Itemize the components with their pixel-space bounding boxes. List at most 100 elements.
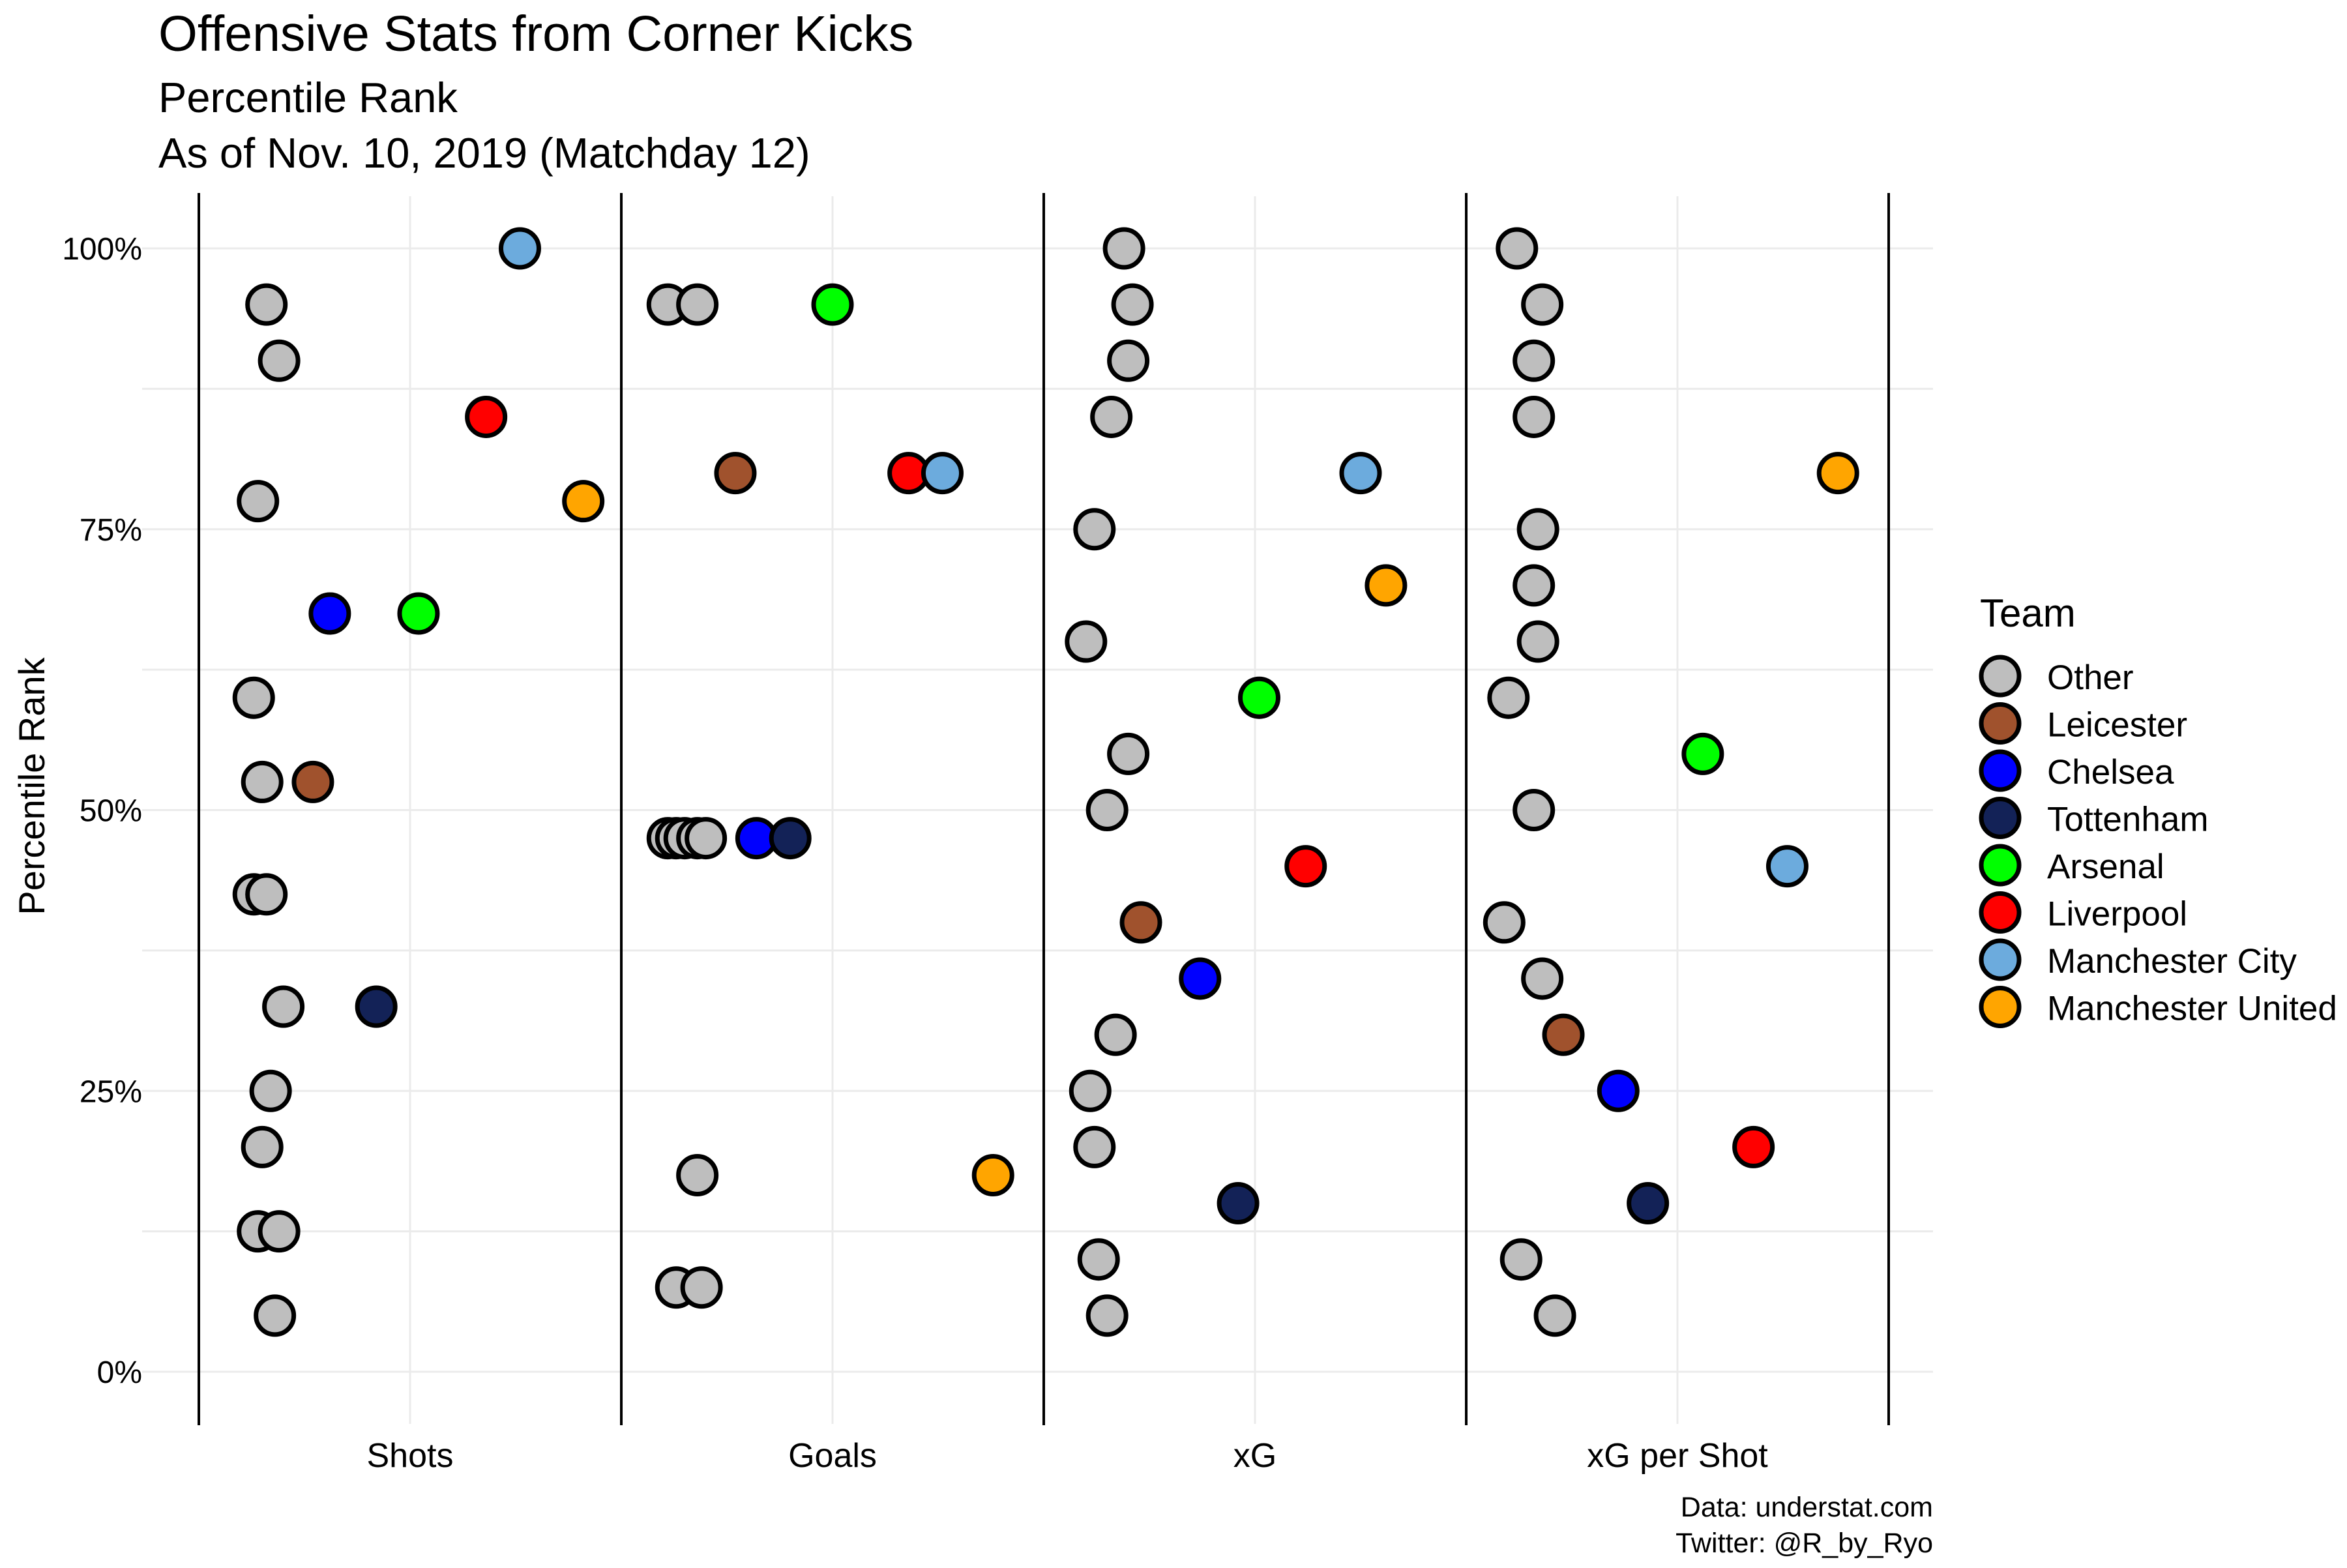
x-category-label: Goals <box>788 1437 877 1475</box>
data-point <box>676 283 719 326</box>
data-point <box>1073 1125 1116 1168</box>
data-point <box>1516 508 1559 551</box>
data-point <box>1094 1013 1137 1056</box>
legend-swatch <box>1979 891 2022 934</box>
legend-title: Team <box>1980 591 2076 635</box>
x-category-label: xG per Shot <box>1587 1437 1768 1475</box>
caption-source: Data: understat.com <box>1681 1492 1933 1523</box>
data-point <box>1765 845 1808 888</box>
y-tick-label: 25% <box>80 1074 142 1109</box>
data-point <box>1237 676 1280 719</box>
x-category-label: Shots <box>367 1437 454 1475</box>
legend-swatch <box>1979 986 2022 1028</box>
data-point <box>1090 395 1133 438</box>
data-point <box>714 452 757 495</box>
legend-label: Arsenal <box>2047 848 2164 886</box>
data-points <box>232 227 1859 1337</box>
data-point <box>232 676 275 719</box>
data-point <box>254 1294 297 1337</box>
data-point <box>1597 1069 1640 1112</box>
data-point <box>1542 1013 1585 1056</box>
data-point <box>308 592 351 635</box>
data-point <box>1513 339 1556 382</box>
legend: Team Other Leicester Chelsea Tottenham Arsen… <box>1979 591 2337 1028</box>
data-point <box>1499 1238 1543 1281</box>
data-point <box>1284 845 1327 888</box>
y-axis-label: Percentile Rank <box>11 657 52 915</box>
legend-swatch <box>1979 844 2022 887</box>
data-point <box>1339 452 1382 495</box>
data-point <box>498 227 541 270</box>
data-point <box>1085 789 1129 831</box>
y-axis-ticks: 0% 25% 50% 75% 100% <box>62 232 142 1390</box>
data-point <box>1732 1125 1775 1168</box>
data-point <box>1496 227 1539 270</box>
data-point <box>1513 564 1556 607</box>
legend-label: Manchester City <box>2047 942 2297 981</box>
legend-swatch <box>1979 938 2022 981</box>
data-point <box>355 985 398 1028</box>
data-point <box>1077 1238 1120 1281</box>
y-tick-label: 50% <box>80 794 142 829</box>
x-category-label: xG <box>1233 1437 1277 1475</box>
data-point <box>676 1153 719 1196</box>
data-point <box>1521 283 1564 326</box>
legend-label: Tottenham <box>2047 801 2208 839</box>
data-point <box>245 283 288 326</box>
data-point <box>769 817 812 860</box>
grid-lines <box>142 196 1933 1424</box>
data-point <box>1085 1294 1129 1337</box>
data-point <box>1516 620 1559 663</box>
data-point <box>1627 1182 1670 1225</box>
data-point <box>1483 901 1526 944</box>
legend-label: Chelsea <box>2047 753 2174 791</box>
data-point <box>1513 789 1556 831</box>
data-point <box>241 760 284 803</box>
legend-label: Liverpool <box>2047 895 2187 934</box>
legend-label: Other <box>2047 658 2134 697</box>
data-point <box>1217 1182 1260 1225</box>
data-point <box>1179 957 1222 1000</box>
data-point <box>1533 1294 1576 1337</box>
data-point <box>258 339 301 382</box>
legend-label: Manchester United <box>2047 990 2337 1028</box>
legend-swatch <box>1979 797 2022 839</box>
data-point <box>258 1210 301 1253</box>
data-point <box>237 480 280 523</box>
chart-subtitle-line-2: As of Nov. 10, 2019 (Matchday 12) <box>158 129 810 177</box>
legend-swatch <box>1979 655 2022 698</box>
data-point <box>680 1266 723 1309</box>
data-point <box>1681 732 1724 775</box>
data-point <box>1111 283 1154 326</box>
data-point <box>1073 508 1116 551</box>
data-point <box>1365 564 1408 607</box>
data-point <box>811 283 854 326</box>
data-point <box>465 395 508 438</box>
data-point <box>262 985 305 1028</box>
data-point <box>1102 227 1145 270</box>
data-point <box>1521 957 1564 1000</box>
facet-separators <box>198 193 1890 1425</box>
data-point <box>1487 676 1530 719</box>
data-point <box>249 1069 292 1112</box>
data-point <box>1513 395 1556 438</box>
y-tick-label: 100% <box>62 232 142 267</box>
data-point <box>921 452 964 495</box>
chart-subtitle-line-1: Percentile Rank <box>158 74 458 121</box>
data-point <box>685 817 728 860</box>
y-tick-label: 0% <box>97 1355 142 1390</box>
data-point <box>241 1125 284 1168</box>
legend-swatch <box>1979 749 2022 792</box>
data-point <box>1107 732 1150 775</box>
data-point <box>1107 339 1150 382</box>
data-point <box>1065 620 1108 663</box>
chart-title: Offensive Stats from Corner Kicks <box>158 6 913 62</box>
data-point <box>1069 1069 1112 1112</box>
data-point <box>562 480 605 523</box>
data-point <box>1816 452 1859 495</box>
legend-items: Other Leicester Chelsea Tottenham Arsenal Liv… <box>1979 655 2337 1028</box>
legend-swatch <box>1979 702 2022 745</box>
